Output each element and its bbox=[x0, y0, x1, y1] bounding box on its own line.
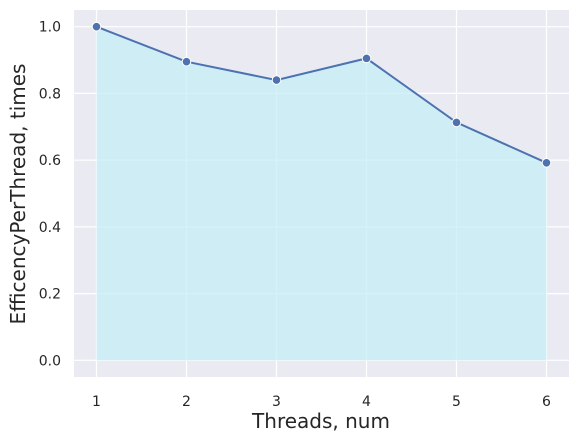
x-tick-label: 3 bbox=[272, 394, 281, 410]
y-tick-label: 0.6 bbox=[39, 153, 61, 169]
data-point bbox=[91, 21, 102, 32]
x-tick-labels: 1 2 3 4 5 6 bbox=[92, 394, 551, 410]
x-tick-label: 5 bbox=[452, 394, 461, 410]
data-point bbox=[451, 117, 462, 128]
y-tick-label: 0.2 bbox=[39, 287, 61, 303]
x-tick-label: 4 bbox=[362, 394, 371, 410]
y-tick-label: 0.0 bbox=[39, 353, 61, 369]
data-point bbox=[361, 53, 372, 64]
x-tick-label: 6 bbox=[542, 394, 551, 410]
data-point bbox=[181, 56, 192, 67]
series-line bbox=[96, 25, 547, 164]
x-tick-label: 2 bbox=[182, 394, 191, 410]
y-tick-label: 1.0 bbox=[39, 20, 61, 36]
y-tick-labels: 0.0 0.2 0.4 0.6 0.8 1.0 bbox=[39, 20, 61, 370]
y-axis-label: EfficencyPerThread, times bbox=[6, 64, 30, 325]
data-point bbox=[271, 75, 282, 85]
data-point bbox=[541, 158, 552, 168]
area-fill bbox=[96, 26, 547, 361]
x-axis-label: Threads, num bbox=[251, 409, 390, 433]
x-tick-label: 1 bbox=[92, 394, 101, 410]
y-tick-label: 0.4 bbox=[39, 220, 61, 236]
y-tick-label: 0.8 bbox=[39, 86, 61, 102]
data-points bbox=[91, 21, 552, 168]
